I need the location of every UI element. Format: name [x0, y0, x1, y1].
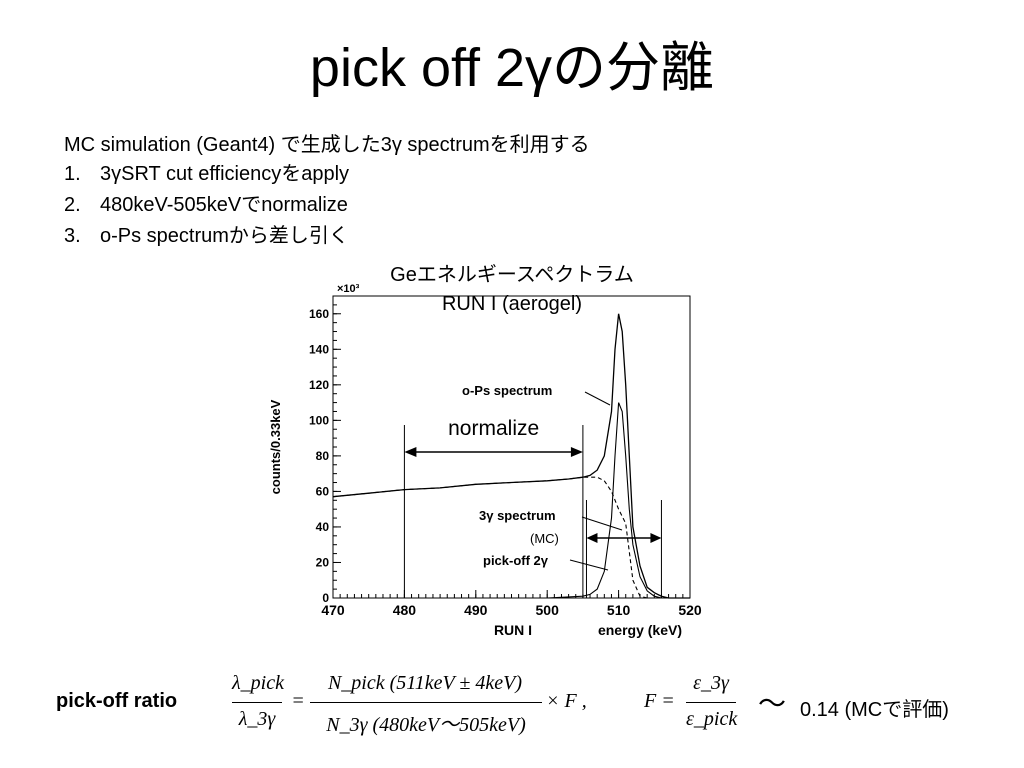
series-pointer	[569, 559, 609, 571]
step-text: 3γSRT cut efficiencyをapply	[100, 163, 350, 185]
f-lhs: F =	[644, 690, 675, 712]
step-number: 1.	[64, 163, 81, 185]
y-tick-label: 80	[316, 449, 330, 463]
x-tick-label: 480	[393, 602, 417, 618]
chart-subtitle: RUN I (aerogel)	[441, 293, 583, 315]
step-item: 1. 3γSRT cut efficiencyをapply	[64, 159, 349, 190]
rhs-numerator: N_pick (511keV ± 4keV)	[327, 672, 523, 694]
arrow-head-left	[586, 533, 598, 543]
y-axis-label: counts/0.33keV	[268, 399, 283, 494]
series-pointer	[581, 516, 623, 531]
f-numerator: ε_3γ	[693, 672, 729, 694]
arrow-head-right	[570, 447, 583, 457]
y-multiplier: ×10³	[337, 283, 360, 295]
x-tick-label: 520	[678, 602, 702, 618]
x-tick-label: 510	[607, 602, 631, 618]
step-item: 3. o-Ps spectrumから差し引く	[64, 221, 349, 252]
arrow-head-right	[650, 533, 662, 543]
x-axis-label-left: RUN I	[494, 622, 532, 638]
y-tick-label: 0	[322, 591, 329, 605]
series-label: o-Ps spectrum	[462, 383, 552, 398]
fraction-line	[686, 702, 736, 703]
y-tick-label: 100	[309, 413, 329, 427]
x-tick-label: 490	[464, 602, 488, 618]
normalize-label: normalize	[448, 417, 539, 440]
step-text: 480keV-505keVでnormalize	[100, 194, 348, 216]
chart-title: Geエネルギースペクトラム	[390, 264, 634, 286]
f-denominator: ε_pick	[686, 708, 738, 730]
equals-sign: =	[291, 690, 305, 712]
y-tick-label: 160	[309, 307, 329, 321]
result-text: 0.14 (MCで評価)	[800, 699, 949, 721]
slide-title: pick off 2γの分離	[309, 38, 715, 98]
mc-note: (MC)	[530, 531, 559, 546]
lhs-numerator: λ_pick	[232, 672, 284, 694]
x-axis-label: energy (keV)	[598, 622, 682, 638]
series-line-3-spectrum	[332, 476, 690, 599]
formula-label: pick-off ratio	[56, 690, 178, 712]
series-line-pick-off-2-	[333, 402, 690, 599]
y-tick-label: 40	[316, 520, 330, 534]
x-tick-label: 500	[536, 602, 560, 618]
intro-text: MC simulation (Geant4) で生成した3γ spectrumを…	[64, 134, 590, 156]
arrow-head-left	[404, 447, 417, 457]
fraction-line	[232, 702, 282, 703]
rhs-denominator: N_3γ (480keV〜505keV)	[326, 714, 526, 736]
x-tick-label: 470	[321, 602, 345, 618]
step-text: o-Ps spectrumから差し引く	[100, 225, 349, 247]
y-tick-label: 20	[316, 555, 330, 569]
series-label: 3γ spectrum	[479, 508, 556, 523]
step-item: 2. 480keV-505keVでnormalize	[64, 190, 349, 221]
approx-symbol: 〜	[758, 688, 787, 719]
series-label: pick-off 2γ	[483, 553, 549, 568]
y-tick-label: 120	[309, 378, 329, 392]
lhs-denominator: λ_3γ	[238, 708, 276, 730]
times-f: × F ,	[546, 690, 587, 712]
step-number: 3.	[64, 225, 81, 247]
step-number: 2.	[64, 194, 81, 216]
y-tick-label: 60	[316, 484, 330, 498]
steps-list: 1. 3γSRT cut efficiencyをapply 2. 480keV-50…	[64, 159, 349, 252]
series-pointer	[584, 391, 611, 406]
fraction-line	[310, 702, 542, 703]
y-tick-label: 140	[309, 342, 329, 356]
